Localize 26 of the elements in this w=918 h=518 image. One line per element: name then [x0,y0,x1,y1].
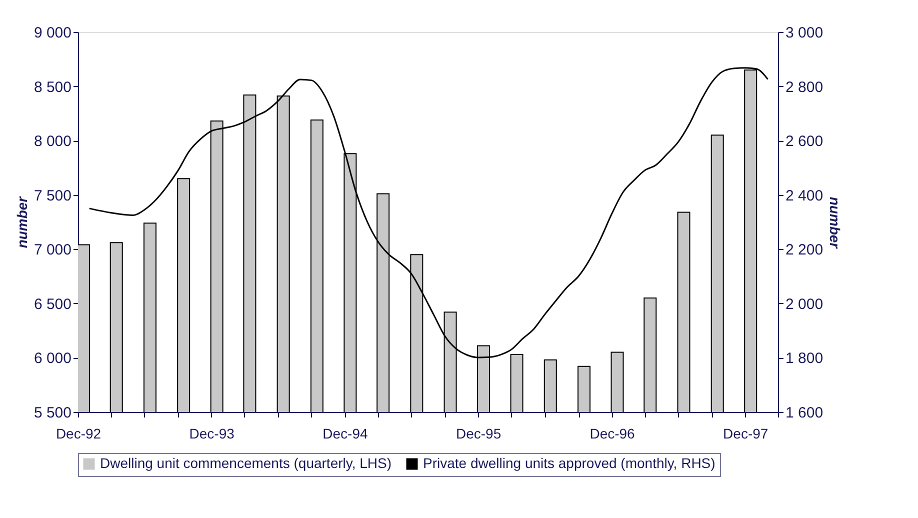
y2-tick-label: 3 000 [786,24,824,42]
y2-tick-label: 2 200 [786,242,824,259]
y2-tick-label: 2 400 [786,187,824,204]
x-tick-label: Dec-95 [456,426,502,442]
y2-axis-title: number [827,196,844,250]
y2-tick-label: 2 600 [786,133,824,150]
y-tick-label: 7 000 [34,242,72,259]
y2-tick-label: 1 600 [786,404,824,422]
y-tick-label: 6 000 [34,350,72,368]
y2-tick-label: 1 800 [786,350,824,368]
y-tick-label: 8 000 [34,133,72,150]
y2-tick-label: 2 800 [786,78,824,96]
y2-tick-label: 2 000 [786,296,824,313]
x-tick-label: Dec-92 [56,426,102,442]
y-tick-label: 6 500 [34,296,72,313]
y-tick-label: 9 000 [34,24,72,42]
y-axis-title: number [14,195,30,248]
y-tick-label: 7 500 [34,187,72,204]
legend-label: Private dwelling units approved (monthly, RHS) [423,455,716,471]
x-tick-label: Dec-96 [590,426,636,442]
y-tick-label: 5 500 [34,404,72,422]
y-tick-label: 8 500 [34,78,72,96]
x-tick-label: Dec-94 [322,426,368,442]
legend-label: Dwelling unit commencements (quarterly, LHS) [100,455,392,471]
x-tick-label: Dec-93 [189,426,235,442]
x-tick-label: Dec-97 [723,426,768,442]
